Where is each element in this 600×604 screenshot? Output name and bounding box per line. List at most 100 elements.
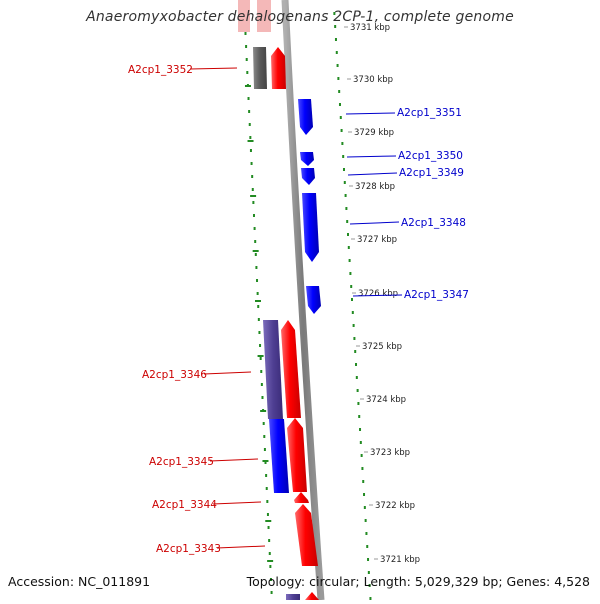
gene-label-forward[interactable]: A2cp1_3344 (152, 499, 217, 511)
ruler-dot (344, 194, 347, 197)
gene-leader-line (212, 501, 262, 505)
ruler-dot (268, 552, 271, 555)
scale-tick-label: 3722 kbp (375, 501, 415, 511)
gene-leader-line (203, 371, 252, 375)
ruler-dot (369, 597, 372, 600)
ruler-dot (253, 227, 256, 230)
gene-leader-line (349, 221, 400, 225)
ruler-dot (356, 389, 359, 392)
ruler-dots-right (333, 12, 372, 600)
gene-label-forward[interactable]: A2cp1_3352 (128, 64, 193, 76)
scale-tick-label: 3721 kbp (380, 555, 420, 565)
ruler-dot (333, 12, 336, 15)
ruler-dot (258, 331, 261, 334)
gene-label-reverse[interactable]: A2cp1_3351 (397, 107, 462, 119)
gene-arrow-top (257, 0, 271, 32)
ruler-dot (351, 298, 354, 301)
gene-label-reverse[interactable]: A2cp1_3348 (401, 217, 466, 229)
gene-label-forward[interactable]: A2cp1_3343 (156, 543, 221, 555)
gene-leader-line (189, 67, 238, 70)
ruler-dot (262, 422, 265, 425)
ruler-dot (346, 233, 349, 236)
cds-track-blue (269, 419, 289, 493)
ruler-dots-left (243, 6, 274, 594)
ruler-dot (361, 467, 364, 470)
ruler-dot (343, 181, 346, 184)
cds-track-top (238, 0, 250, 32)
ruler-dot (350, 285, 353, 288)
ruler-dot (351, 311, 354, 314)
ruler-dot (360, 454, 363, 457)
ruler-dot (256, 292, 259, 295)
scale-tick-label: 3724 kbp (366, 395, 406, 405)
ruler-dot (336, 64, 339, 67)
ruler-dot (252, 201, 255, 204)
ruler-dot (358, 415, 361, 418)
ruler-major-tick (244, 85, 251, 87)
gene-label-forward[interactable]: A2cp1_3345 (149, 456, 214, 468)
ruler-dot (353, 337, 356, 340)
scale-tick-label: 3731 kbp (350, 23, 390, 33)
ruler-dot (267, 526, 270, 529)
ruler-dot (334, 25, 337, 28)
ruler-dot (342, 155, 345, 158)
gene-arrow-group (257, 0, 321, 600)
ruler-dot (266, 513, 269, 516)
gene-arrow-bottom (305, 592, 319, 600)
scale-tick-label: 3728 kbp (355, 182, 395, 192)
gene-label-group: A2cp1_3352 A2cp1_3346 A2cp1_3345 A2cp1_3344… (128, 64, 469, 555)
ruler-dot (257, 305, 260, 308)
gene-arrow-3344 (294, 492, 309, 503)
cds-track-purple (263, 320, 283, 419)
ruler-dot (352, 324, 355, 327)
ruler-dot (265, 487, 268, 490)
gene-arrow-3352 (271, 47, 286, 89)
ruler-dot (335, 51, 338, 54)
ruler-dot (334, 38, 337, 41)
scale-tick-label: 3723 kbp (370, 448, 410, 458)
ruler-dot (357, 402, 360, 405)
ruler-dot (249, 136, 252, 139)
ruler-dot (368, 584, 371, 587)
gene-leader-line (209, 458, 259, 462)
ruler-major-tick (250, 195, 257, 197)
gene-arrow-3346 (281, 320, 301, 418)
gene-leader-line (347, 172, 398, 176)
ruler-dot (362, 480, 365, 483)
ruler-dot (337, 77, 340, 80)
ruler-dot (244, 32, 247, 35)
gene-label-reverse[interactable]: A2cp1_3349 (399, 167, 464, 179)
scale-tick-label: 3727 kbp (357, 235, 397, 245)
ruler-dot (261, 396, 264, 399)
ruler-major-tick (260, 410, 267, 412)
ruler-dot (340, 129, 343, 132)
ruler-dot (266, 500, 269, 503)
ruler-dot (265, 474, 268, 477)
ruler-dot (359, 428, 362, 431)
ruler-dot (251, 188, 254, 191)
ruler-dot (348, 259, 351, 262)
topology-text: Topology: circular; Length: 5,029,329 bp… (246, 574, 590, 589)
ruler-dot (263, 435, 266, 438)
ruler-dot (247, 97, 250, 100)
ruler-dot (248, 110, 251, 113)
genome-backbone (281, 0, 325, 601)
ruler-dot (254, 253, 257, 256)
ruler-dot (263, 448, 266, 451)
ruler-dot (259, 357, 262, 360)
ruler-dot (367, 571, 370, 574)
ruler-major-tick (257, 355, 264, 357)
gene-label-reverse[interactable]: A2cp1_3347 (404, 289, 469, 301)
accession-text: Accession: NC_011891 (8, 574, 151, 589)
gene-label-forward[interactable]: A2cp1_3346 (142, 369, 207, 381)
ruler-dot (251, 175, 254, 178)
ruler-major-tick (262, 460, 269, 462)
ruler-dot (259, 344, 262, 347)
ruler-dot (347, 246, 350, 249)
ruler-dot (341, 142, 344, 145)
gene-label-reverse[interactable]: A2cp1_3350 (398, 150, 463, 162)
scale-tick-label: 3730 kbp (353, 75, 393, 85)
gene-leader-line (352, 294, 403, 297)
